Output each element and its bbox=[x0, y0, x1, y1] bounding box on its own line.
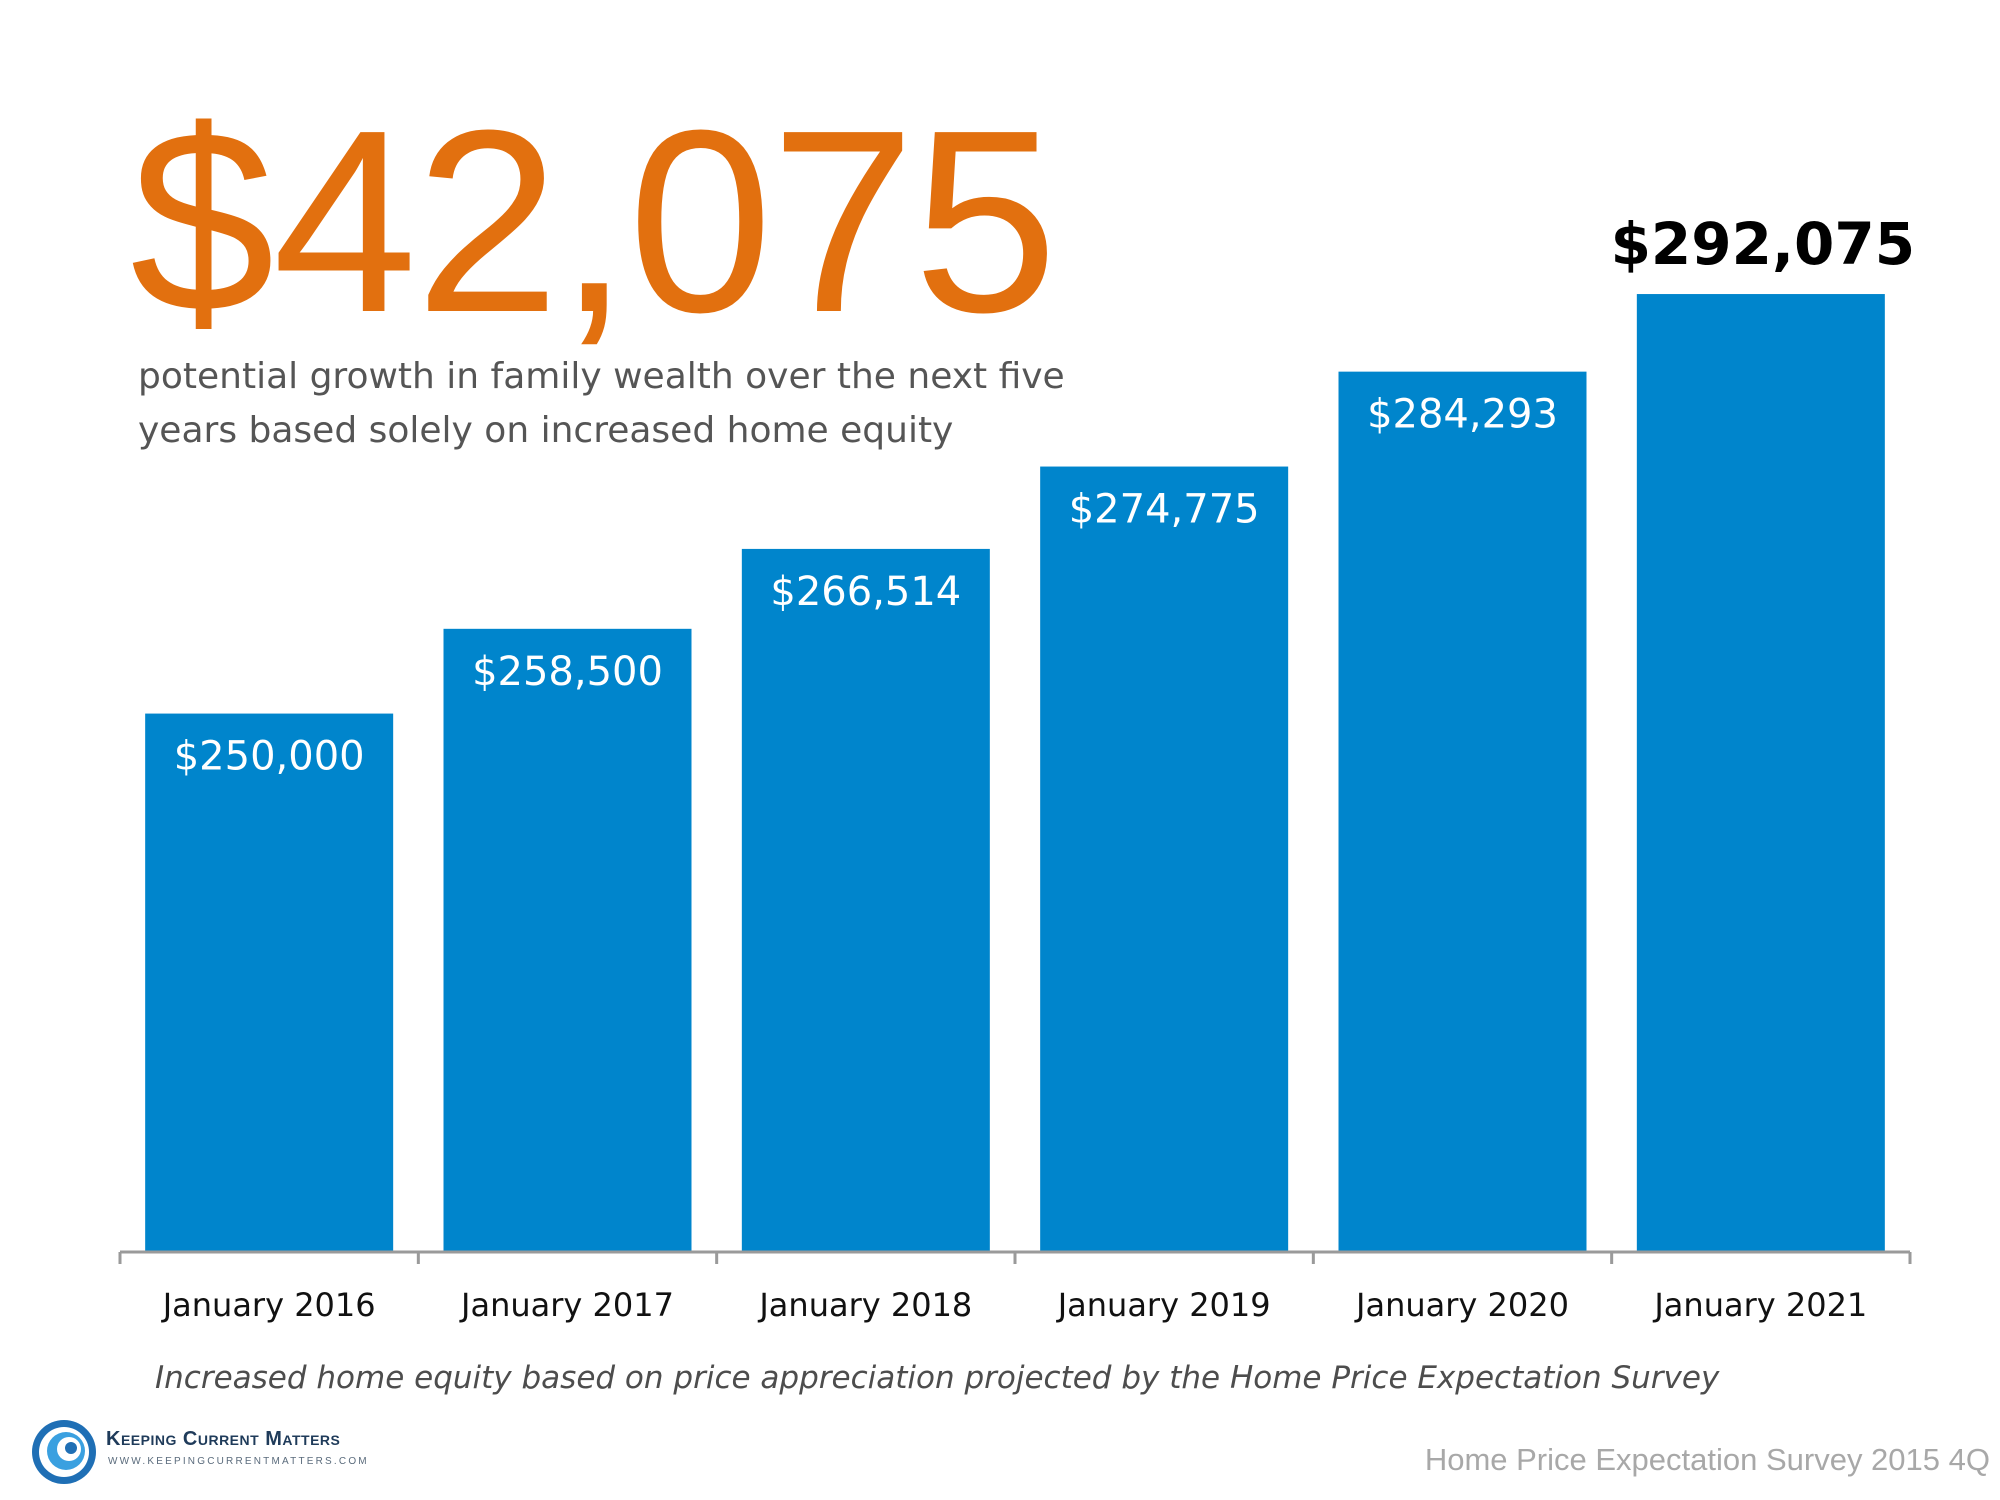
headline-caption-line2: years based solely on increased home equ… bbox=[138, 410, 954, 451]
logo-name: Keeping Current Matters bbox=[106, 1428, 341, 1450]
bar-4 bbox=[1040, 466, 1289, 1252]
bar-value-label-2: $258,500 bbox=[472, 649, 663, 695]
bar-value-label-1: $250,000 bbox=[174, 734, 365, 780]
x-tick-label-1: January 2016 bbox=[161, 1286, 376, 1324]
x-tick-label-3: January 2018 bbox=[757, 1286, 972, 1324]
bar-5 bbox=[1338, 371, 1587, 1253]
bar-2 bbox=[443, 628, 692, 1252]
logo-url: WWW.KEEPINGCURRENTMATTERS.COM bbox=[108, 1456, 369, 1467]
x-tick-label-5: January 2020 bbox=[1354, 1286, 1569, 1324]
bar-value-label-6: $292,075 bbox=[1611, 210, 1916, 278]
chart-footnote: Increased home equity based on price app… bbox=[155, 1360, 1720, 1396]
bar-value-label-4: $274,775 bbox=[1069, 487, 1260, 533]
bar-3 bbox=[741, 548, 990, 1252]
bar-value-label-5: $284,293 bbox=[1367, 392, 1558, 438]
headline-value: $42,075 bbox=[130, 77, 1058, 367]
headline-caption-line1: potential growth in family wealth over t… bbox=[138, 356, 1065, 397]
company-logo: Keeping Current Matters WWW.KEEPINGCURRE… bbox=[30, 1418, 367, 1490]
bar-value-label-3: $266,514 bbox=[770, 569, 961, 615]
source-citation: Home Price Expectation Survey 2015 4Q bbox=[1424, 1442, 1990, 1477]
x-tick-label-6: January 2021 bbox=[1652, 1286, 1867, 1324]
x-tick-label-2: January 2017 bbox=[459, 1286, 674, 1324]
bar-6 bbox=[1636, 294, 1885, 1252]
x-tick-label-4: January 2019 bbox=[1056, 1286, 1271, 1324]
bar-1 bbox=[145, 713, 394, 1252]
swirl-icon bbox=[32, 1420, 96, 1484]
